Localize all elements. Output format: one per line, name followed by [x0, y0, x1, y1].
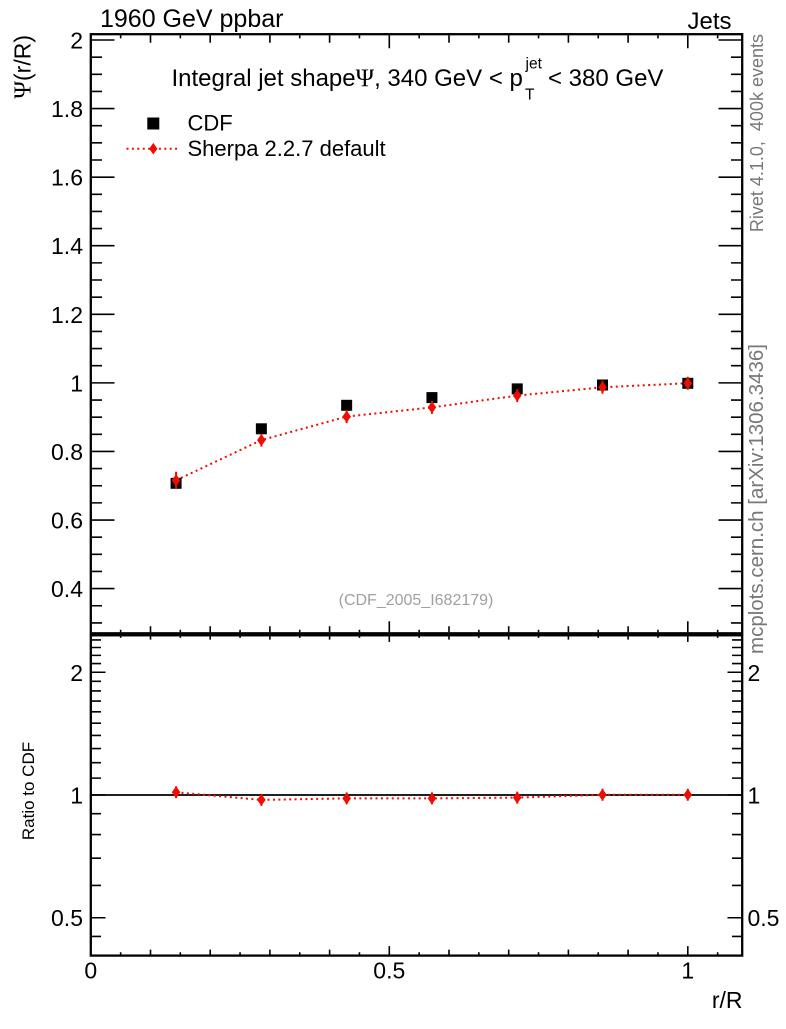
svg-text:Ψ(r/R): Ψ(r/R) — [10, 35, 37, 99]
svg-text:T: T — [525, 87, 535, 104]
svg-text:mcplots.cern.ch [arXiv:1306.34: mcplots.cern.ch [arXiv:1306.3436] — [745, 344, 768, 654]
svg-text:(CDF_2005_I682179): (CDF_2005_I682179) — [339, 592, 494, 609]
svg-text:0.5: 0.5 — [51, 905, 83, 931]
svg-text:1.2: 1.2 — [51, 302, 83, 328]
svg-text:CDF: CDF — [188, 111, 233, 136]
svg-text:0: 0 — [84, 958, 97, 984]
svg-text:< 380 GeV: < 380 GeV — [548, 65, 663, 92]
svg-text:1.6: 1.6 — [51, 165, 83, 191]
svg-text:jet: jet — [525, 56, 543, 73]
svg-text:0.8: 0.8 — [51, 439, 83, 465]
svg-text:Rivet 4.1.0, 400k events: Rivet 4.1.0, 400k events — [747, 34, 767, 232]
svg-text:1: 1 — [748, 783, 761, 809]
svg-text:0.5: 0.5 — [748, 905, 780, 931]
svg-text:r/R: r/R — [712, 987, 743, 1013]
svg-text:1.8: 1.8 — [51, 96, 83, 122]
svg-text:0.6: 0.6 — [51, 508, 83, 534]
svg-text:Jets: Jets — [687, 8, 731, 35]
svg-text:Ratio to CDF: Ratio to CDF — [19, 742, 38, 840]
svg-text:1: 1 — [681, 958, 694, 984]
svg-text:0.4: 0.4 — [51, 576, 83, 602]
svg-text:0.5: 0.5 — [373, 958, 405, 984]
svg-text:2: 2 — [70, 28, 83, 54]
svg-text:1960 GeV ppbar: 1960 GeV ppbar — [100, 5, 283, 33]
svg-text:1.4: 1.4 — [51, 233, 83, 259]
svg-text:2: 2 — [748, 660, 761, 686]
svg-text:1: 1 — [70, 783, 83, 809]
svg-text:1: 1 — [70, 370, 83, 396]
svg-text:2: 2 — [70, 660, 83, 686]
svg-text:Sherpa 2.2.7 default: Sherpa 2.2.7 default — [188, 136, 386, 161]
svg-text:Integral jet shapeΨ, 340 GeV <: Integral jet shapeΨ, 340 GeV < p — [172, 65, 523, 92]
